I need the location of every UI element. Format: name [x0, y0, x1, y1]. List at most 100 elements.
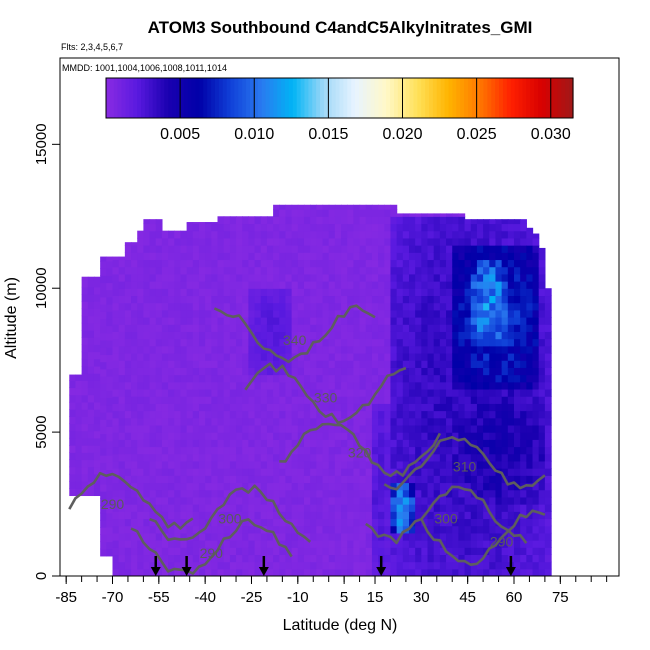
heatmap-cell [303, 388, 311, 397]
heatmap-cell [186, 410, 194, 419]
heatmap-cell [93, 337, 101, 345]
heatmap-cell [347, 525, 354, 534]
heatmap-cell [532, 410, 540, 419]
heatmap-cell [402, 223, 410, 232]
heatmap-cell [384, 547, 392, 556]
heatmap-cell [205, 367, 212, 376]
heatmap-cell [198, 237, 206, 246]
heatmap-cell [248, 223, 256, 232]
heatmap-cell [378, 424, 385, 433]
heatmap-cell [229, 396, 237, 404]
heatmap-cell [137, 468, 144, 476]
heatmap-cell [131, 475, 138, 484]
heatmap-cell [106, 375, 114, 384]
heatmap-cell [285, 209, 293, 217]
heatmap-cell [359, 561, 367, 570]
heatmap-cell [106, 289, 114, 298]
heatmap-cell [316, 295, 324, 304]
heatmap-cell [513, 331, 521, 340]
heatmap-cell [470, 439, 478, 448]
heatmap-cell [458, 388, 466, 397]
heatmap-cell [69, 430, 77, 439]
heatmap-cell [408, 317, 416, 325]
heatmap-cell [93, 344, 101, 353]
heatmap-cell [310, 281, 317, 289]
arrow-head [150, 567, 161, 576]
heatmap-cell [452, 259, 460, 268]
heatmap-cell [520, 288, 527, 297]
heatmap-cell [544, 374, 552, 383]
heatmap-cell [390, 295, 398, 304]
heatmap-cell [242, 475, 249, 484]
heatmap-cell [476, 482, 484, 491]
heatmap-cell [328, 281, 336, 289]
heatmap-cell [211, 432, 219, 440]
heatmap-cell [322, 446, 330, 455]
heatmap-cell [297, 525, 305, 534]
heatmap-cell [211, 561, 219, 570]
heatmap-cell [359, 288, 367, 297]
heatmap-cell [149, 367, 157, 376]
heatmap-cell [427, 482, 435, 491]
heatmap-cell [328, 496, 336, 505]
heatmap-cell [353, 252, 361, 261]
heatmap-cell [223, 417, 231, 426]
heatmap-cell [112, 547, 120, 556]
heatmap-cell [149, 295, 157, 304]
heatmap-cell [143, 259, 151, 268]
heatmap-cell [322, 511, 330, 520]
heatmap-cell [168, 259, 175, 268]
heatmap-cell [174, 309, 182, 318]
heatmap-cell [384, 216, 392, 225]
heatmap-cell [544, 338, 552, 347]
heatmap-cell [310, 388, 317, 397]
heatmap-cell [464, 518, 472, 527]
heatmap-cell [205, 345, 212, 354]
heatmap-cell [408, 432, 416, 440]
heatmap-cell [236, 281, 243, 289]
heatmap-cell [353, 273, 361, 282]
heatmap-cell [501, 468, 509, 476]
heatmap-cell [168, 374, 175, 383]
heatmap-cell [341, 460, 348, 469]
heatmap-cell [384, 432, 392, 440]
heatmap-cell [137, 252, 144, 261]
heatmap-cell [378, 309, 385, 318]
heatmap-cell [384, 475, 392, 484]
heatmap-cell [106, 541, 114, 550]
heatmap-cell [211, 288, 219, 297]
heatmap-cell [520, 352, 527, 361]
heatmap-cell [415, 504, 422, 512]
heatmap-cell [186, 324, 194, 332]
heatmap-cell [186, 547, 194, 556]
heatmap-cell [446, 561, 453, 570]
heatmap-cell [347, 288, 354, 297]
heatmap-cell [520, 410, 527, 419]
heatmap-cell [149, 259, 157, 268]
heatmap-cell [371, 237, 379, 246]
heatmap-cell [143, 388, 151, 397]
heatmap-cell [291, 345, 299, 354]
heatmap-cell [180, 237, 188, 246]
heatmap-cell [211, 439, 219, 448]
heatmap-cell [341, 209, 348, 217]
heatmap-cell [100, 390, 107, 399]
heatmap-cell [192, 496, 200, 505]
heatmap-cell [495, 245, 503, 253]
heatmap-cell [415, 475, 422, 484]
heatmap-cell [427, 345, 435, 354]
heatmap-cell [365, 511, 373, 520]
heatmap-cell [310, 540, 317, 548]
colorbar-segment [253, 78, 259, 118]
heatmap-cell [118, 338, 126, 347]
heatmap-cell [273, 338, 280, 347]
heatmap-cell [69, 459, 77, 468]
heatmap-cell [180, 561, 188, 570]
heatmap-cell [483, 511, 490, 520]
heatmap-cell [520, 273, 527, 282]
heatmap-cell [273, 209, 280, 217]
heatmap-cell [149, 424, 157, 433]
heatmap-cell [161, 288, 169, 297]
heatmap-cell [279, 367, 287, 376]
heatmap-cell [384, 468, 392, 476]
